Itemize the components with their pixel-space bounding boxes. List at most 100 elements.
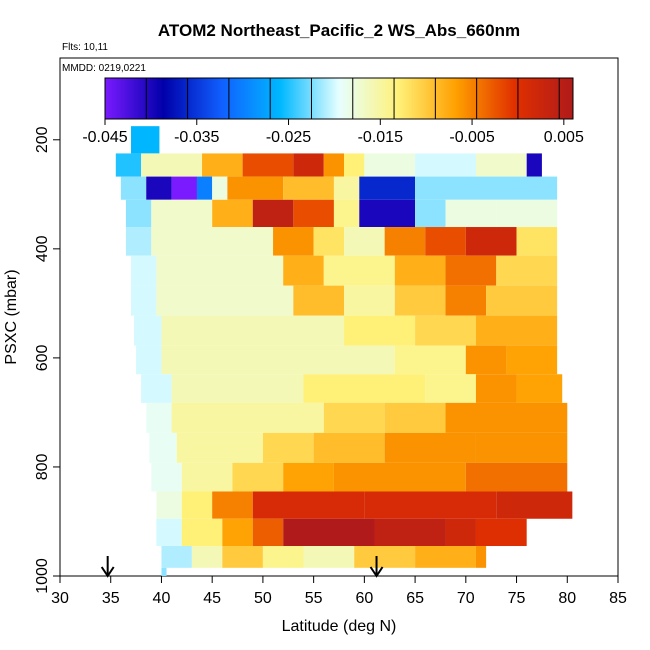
colorbar-tick-label: -0.005 [449, 129, 494, 146]
heatmap-cell [333, 462, 466, 492]
x-tick-label: 70 [457, 590, 475, 607]
heatmap-cell [415, 153, 476, 177]
date-note: MMDD: 0219,0221 [62, 63, 146, 74]
heatmap-cell [136, 345, 162, 375]
heatmap-cell [359, 176, 416, 200]
heatmap-cell [344, 227, 385, 256]
y-tick-label: 800 [34, 454, 51, 481]
heatmap-cell [344, 153, 365, 177]
heatmap-cell [252, 199, 294, 228]
heatmap-cell [303, 546, 355, 568]
colorbar-tick-label: -0.035 [174, 129, 219, 146]
heatmap-cell [252, 491, 365, 519]
x-tick-label: 45 [203, 590, 221, 607]
x-tick-label: 60 [355, 590, 373, 607]
heatmap-cell [354, 546, 416, 568]
heatmap-cell [323, 153, 345, 177]
heatmap-cell [181, 462, 233, 492]
plot-frame [59, 57, 619, 577]
heatmap-cell [283, 176, 334, 200]
heatmap-cell [415, 199, 446, 228]
x-tick-label: 80 [558, 590, 576, 607]
colorbar-tick-label: -0.015 [358, 129, 403, 146]
x-tick-label: 55 [305, 590, 323, 607]
heatmap-cell [293, 153, 324, 177]
heatmap-cell [364, 153, 416, 177]
heatmap-cell [323, 402, 385, 433]
colorbar-tick-label: -0.045 [82, 129, 127, 146]
flights-note: Flts: 10,11 [62, 42, 108, 53]
heatmap-cell [445, 199, 497, 228]
heatmap-cell [151, 462, 182, 492]
heatmap-cell [222, 546, 263, 568]
heatmap-cell [475, 153, 527, 177]
heatmap-cell [475, 432, 568, 463]
heatmap-cell [125, 227, 152, 256]
heatmap-cell [475, 546, 487, 568]
heatmap-cell [171, 176, 197, 200]
heatmap-cell [394, 285, 446, 316]
heatmap-cell [496, 255, 558, 286]
heatmap-cell [161, 345, 395, 375]
x-tick-label: 65 [406, 590, 424, 607]
heatmap-cell [394, 345, 466, 375]
colorbar-divisions [145, 78, 560, 119]
heatmap-cell [313, 227, 345, 256]
heatmap-cell [516, 227, 558, 256]
heatmap-cell [161, 315, 345, 346]
colorbar-tick-label: -0.025 [266, 129, 311, 146]
heatmap-cell [344, 315, 416, 346]
heatmap-cell [313, 432, 385, 463]
heatmap-cell [212, 199, 253, 228]
heatmap-cell [364, 491, 497, 519]
heatmap-cell [425, 227, 466, 256]
heatmap-cell [415, 176, 558, 200]
heatmap-cell [131, 255, 157, 286]
heatmap-cell [475, 518, 527, 547]
colorbar-ticks: -0.045 -0.035 -0.025 -0.015 -0.005 0.005 [82, 119, 584, 146]
heatmap-cell [333, 176, 360, 200]
heatmap-cell [415, 546, 476, 568]
heatmap-cell [181, 518, 223, 547]
y-tick-label: 200 [34, 126, 51, 153]
heatmap-cell [125, 199, 152, 228]
heatmap-cell [146, 176, 172, 200]
heatmap-cell [149, 432, 177, 463]
heatmap-cell [156, 518, 182, 547]
heatmap-cell [176, 432, 263, 463]
heatmap-cell [293, 199, 334, 228]
x-tick-label: 40 [153, 590, 171, 607]
heatmap-cell [344, 285, 395, 316]
heatmap-cell [262, 432, 314, 463]
heatmap-cell [445, 518, 476, 547]
heatmap-cell [323, 255, 395, 286]
heatmap-cell [293, 285, 345, 316]
heatmap-cell [496, 199, 558, 228]
x-tick-label: 75 [508, 590, 526, 607]
x-axis: 30 35 40 45 50 55 60 65 70 75 80 85 [51, 576, 627, 607]
heatmap-cell [445, 402, 568, 433]
heatmap-cell [384, 432, 476, 463]
heatmap-cell [232, 462, 284, 492]
heatmap-cell [131, 126, 160, 154]
y-tick-label: 1000 [34, 558, 51, 594]
x-tick-label: 30 [51, 590, 69, 607]
y-axis: 200 400 600 800 1000 [34, 126, 60, 594]
heatmap-cell [394, 255, 446, 286]
heatmap-cell [445, 255, 497, 286]
heatmap-cell [131, 285, 157, 316]
heatmap-cell [384, 227, 426, 256]
heatmap-cell [191, 546, 223, 568]
heatmap-cell [496, 491, 573, 519]
heatmap-cell [181, 491, 213, 519]
heatmap-cell [359, 199, 416, 228]
heatmap-cell [262, 546, 304, 568]
heatmap-cell [516, 374, 563, 403]
heatmap-cell [283, 255, 324, 286]
arrow-head [369, 566, 384, 578]
heatmap-cell [465, 462, 568, 492]
x-tick-label: 85 [609, 590, 627, 607]
x-axis-label: Latitude (deg N) [282, 618, 397, 635]
heatmap-cell [196, 176, 213, 200]
